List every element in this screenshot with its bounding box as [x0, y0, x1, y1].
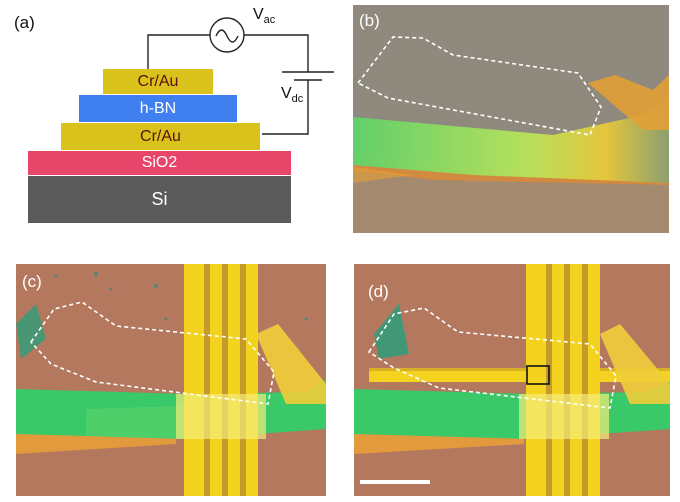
panel-a-label: (a): [14, 13, 35, 32]
vertical-electrodes: [526, 264, 600, 496]
scale-bar: [360, 480, 430, 484]
panel-b-label: (b): [359, 11, 380, 30]
wire-top-left: [147, 34, 210, 69]
flake-outline: [367, 307, 617, 409]
layer-sio2: SiO2: [28, 151, 291, 175]
panel-d-micrograph: (d): [354, 264, 670, 496]
panel-d-label: (d): [368, 282, 389, 301]
flake-outline: [356, 36, 602, 136]
wire-right-down: [262, 80, 309, 135]
layer-top-crau: Cr/Au: [103, 69, 213, 94]
layer-si: Si: [28, 176, 291, 223]
panel-c-label: (c): [22, 272, 42, 291]
vdc-label: Vdc: [281, 85, 304, 106]
wire-top-right: [244, 34, 309, 72]
green-electrode: [353, 100, 669, 183]
flake-outline: [29, 301, 275, 405]
green-electrode: [354, 379, 670, 439]
vac-label: Vac: [253, 6, 276, 27]
panel-c-micrograph: (c): [16, 264, 326, 496]
layer-hbn: h-BN: [79, 95, 237, 122]
junction-marker: [526, 365, 550, 385]
layer-bottom-crau: Cr/Au: [61, 123, 260, 150]
vertical-electrodes: [184, 264, 258, 496]
panel-b-micrograph: (b): [353, 5, 669, 233]
